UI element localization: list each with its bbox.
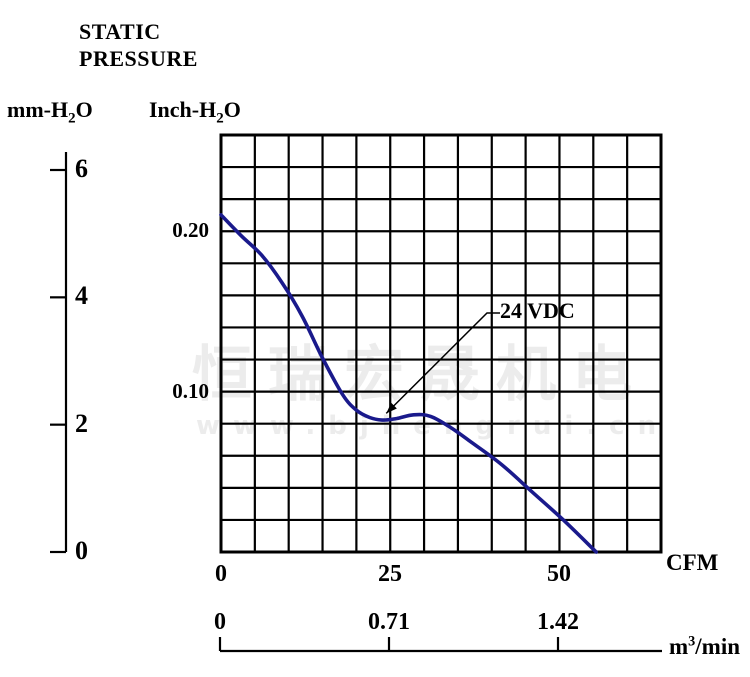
left-unit-sub: 2: [68, 110, 76, 127]
annotation-leader-line: [385, 312, 500, 414]
plot-border: [219, 133, 663, 554]
left-axis-unit-label: mm-H2O: [7, 97, 93, 127]
inch-unit-pre: Inch-H: [149, 97, 217, 122]
inch-unit-sub: 2: [216, 110, 224, 127]
x2-axis-unit-label: m3/min: [669, 634, 740, 659]
x-axis-unit-label: CFM: [666, 550, 719, 575]
m3-unit-pre: m: [669, 634, 689, 659]
y-tick-mm-6: 6: [75, 154, 88, 183]
series-curve-24-vdc: [219, 213, 598, 554]
x2-tick-m3-0: 0: [214, 609, 226, 635]
x2-tick-m3-0.71: 0.71: [368, 609, 410, 635]
x2-tick-m3-1.42: 1.42: [537, 609, 579, 635]
left-unit-post: O: [75, 97, 93, 122]
y-tick-inch-0.10: 0.10: [172, 378, 209, 403]
m3-unit-post: /min: [695, 634, 741, 659]
x-tick-cfm-50: 50: [547, 561, 571, 587]
y-tick-mm-0: 0: [75, 536, 88, 565]
chart-title-line2: PRESSURE: [79, 46, 198, 71]
chart-title: STATIC PRESSURE: [79, 18, 198, 72]
inner-axis-unit-label: Inch-H2O: [149, 97, 241, 127]
y-tick-inch-0.20: 0.20: [172, 218, 209, 242]
x-tick-cfm-0: 0: [215, 561, 227, 587]
annotation-arrowhead: [386, 402, 397, 414]
series-annotation-24vdc: 24 VDC: [500, 298, 575, 323]
chart-title-line1: STATIC: [79, 19, 161, 44]
x-tick-cfm-25: 25: [378, 561, 402, 587]
left-unit-pre: mm-H: [7, 97, 69, 122]
y-tick-mm-2: 2: [75, 408, 88, 438]
inch-unit-post: O: [223, 97, 241, 122]
m3-unit-sup: 3: [688, 633, 696, 650]
y-tick-mm-4: 4: [75, 281, 88, 311]
grid-lines: [221, 135, 661, 552]
